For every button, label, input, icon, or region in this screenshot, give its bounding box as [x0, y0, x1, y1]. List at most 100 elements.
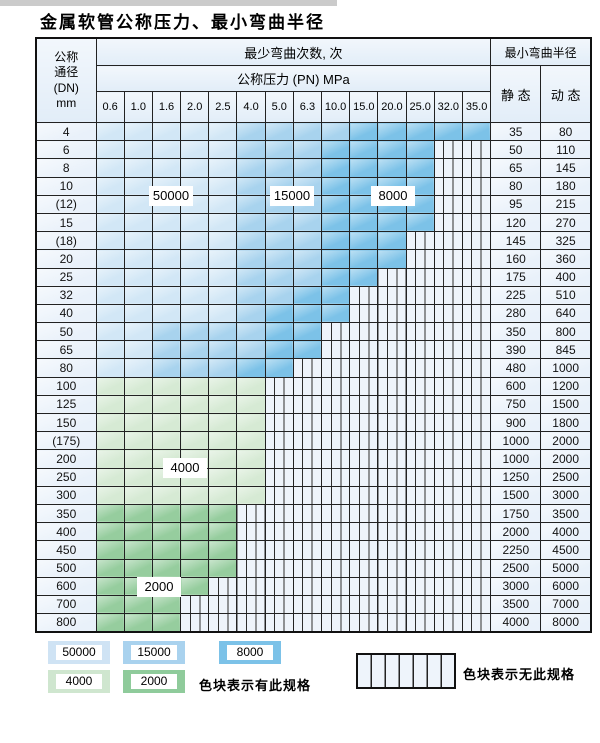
table-row-dn-500: 500 2500 5000	[35, 558, 592, 578]
cell-no-spec	[461, 540, 492, 560]
cell-spec-15000	[236, 322, 266, 342]
static-radius-value: 225	[490, 285, 542, 305]
cell-spec-4000	[208, 485, 238, 505]
cell-spec-15000	[236, 285, 266, 305]
static-radius-value: 2500	[490, 558, 542, 578]
cell-no-spec	[405, 412, 435, 433]
cell-spec-50000	[208, 140, 238, 160]
cell-spec-8000	[349, 212, 379, 233]
cell-no-spec	[461, 249, 492, 269]
static-radius-value: 750	[490, 394, 542, 415]
cell-no-spec	[292, 503, 323, 524]
cell-spec-50000	[95, 212, 125, 233]
cell-no-spec	[405, 358, 435, 378]
dn-cell: 150	[35, 412, 97, 433]
cell-spec-50000	[95, 303, 125, 324]
cell-no-spec	[264, 503, 294, 524]
pressure-col-32.0: 32.0	[433, 91, 463, 123]
pressure-col-15.0: 15.0	[349, 91, 379, 123]
cell-spec-8000	[292, 340, 323, 360]
cell-spec-2000	[151, 540, 182, 560]
cell-spec-2000	[180, 558, 210, 578]
cell-no-spec	[461, 376, 492, 396]
cell-no-spec	[433, 431, 463, 451]
cell-no-spec	[349, 412, 379, 433]
cell-spec-15000	[264, 212, 294, 233]
cell-no-spec	[349, 558, 379, 578]
static-radius-value: 4000	[490, 613, 542, 633]
cell-no-spec	[405, 576, 435, 596]
cell-spec-15000	[151, 358, 182, 378]
cell-no-spec	[405, 522, 435, 542]
cell-spec-4000	[151, 485, 182, 505]
cell-spec-2000	[95, 522, 125, 542]
cell-no-spec	[180, 613, 210, 633]
cell-no-spec	[405, 613, 435, 633]
cell-spec-50000	[208, 231, 238, 251]
cell-no-spec	[349, 394, 379, 415]
dynamic-radius-value: 215	[540, 194, 592, 214]
static-radius-value: 160	[490, 249, 542, 269]
cell-no-spec	[433, 594, 463, 615]
cell-spec-50000	[208, 158, 238, 178]
cell-spec-50000	[208, 267, 238, 287]
cell-no-spec	[264, 576, 294, 596]
cell-spec-4000	[123, 467, 153, 487]
dn-cell: 450	[35, 540, 97, 560]
cell-no-spec	[405, 303, 435, 324]
legend-note-no-spec: 色块表示无此规格	[463, 667, 576, 682]
table-row-dn-450: 450 2250 4500	[35, 540, 592, 560]
cell-spec-15000	[208, 322, 238, 342]
cell-spec-2000	[208, 503, 238, 524]
cell-no-spec	[433, 376, 463, 396]
cell-spec-50000	[151, 249, 182, 269]
cell-spec-50000	[123, 322, 153, 342]
static-radius-value: 390	[490, 340, 542, 360]
dynamic-radius-value: 1800	[540, 412, 592, 433]
table-row-dn-200: 200 1000 2000	[35, 449, 592, 469]
cell-spec-15000	[236, 249, 266, 269]
dynamic-radius-value: 7000	[540, 594, 592, 615]
dn-cell: (175)	[35, 431, 97, 451]
cell-no-spec	[433, 303, 463, 324]
cell-spec-50000	[151, 140, 182, 160]
cell-no-spec	[208, 594, 238, 615]
cell-no-spec	[433, 540, 463, 560]
cell-no-spec	[405, 394, 435, 415]
cell-spec-2000	[95, 503, 125, 524]
bend-count-header: 最少弯曲次数, 次	[95, 37, 492, 66]
cell-spec-50000	[180, 212, 210, 233]
dynamic-radius-value: 3000	[540, 485, 592, 505]
cell-no-spec	[433, 522, 463, 542]
cell-spec-4000	[208, 467, 238, 487]
table-row-dn-125: 125 750 1500	[35, 394, 592, 415]
pressure-col-2.0: 2.0	[180, 91, 210, 123]
cell-no-spec	[433, 231, 463, 251]
static-radius-value: 1250	[490, 467, 542, 487]
dynamic-radius-value: 845	[540, 340, 592, 360]
cell-spec-2000	[95, 558, 125, 578]
cell-no-spec	[321, 412, 351, 433]
cell-no-spec	[433, 249, 463, 269]
cell-spec-2000	[180, 503, 210, 524]
cell-spec-2000	[208, 522, 238, 542]
cell-spec-15000	[292, 121, 323, 142]
legend-label-50000: 50000	[56, 645, 102, 660]
dn-cell: 15	[35, 212, 97, 233]
cell-spec-2000	[95, 576, 125, 596]
cell-no-spec	[292, 449, 323, 469]
table-row-dn-400: 400 2000 4000	[35, 522, 592, 542]
cell-no-spec	[461, 267, 492, 287]
dynamic-radius-value: 4000	[540, 522, 592, 542]
cell-no-spec	[349, 340, 379, 360]
cell-spec-4000	[95, 431, 125, 451]
cell-spec-50000	[95, 267, 125, 287]
dn-cell: 20	[35, 249, 97, 269]
cell-no-spec	[461, 194, 492, 214]
cell-no-spec	[349, 613, 379, 633]
cell-spec-8000	[349, 249, 379, 269]
cell-spec-4000	[208, 394, 238, 415]
cell-spec-50000	[180, 194, 210, 214]
legend-label-2000: 2000	[131, 674, 177, 689]
cell-no-spec	[264, 485, 294, 505]
